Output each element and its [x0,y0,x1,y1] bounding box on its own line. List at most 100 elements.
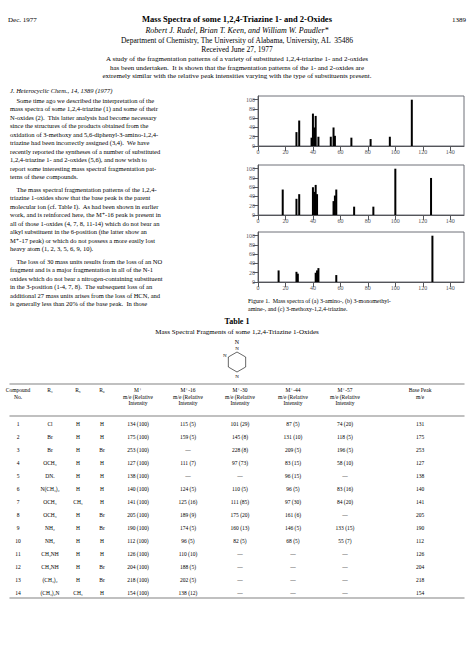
svg-text:Some time ago we described the: Some time ago we described the interpret… [10,97,154,104]
svg-text:58 (10): 58 (10) [337,460,353,467]
svg-text:68 (5): 68 (5) [286,538,299,545]
svg-text:work, and is reinforced here,: work, and is reinforced here, the M⁺-16 … [10,211,161,218]
svg-text:H: H [76,460,80,466]
svg-text:R₃: R₃ [47,387,53,393]
svg-text:174 (5): 174 (5) [180,525,196,532]
svg-text:111 (85): 111 (85) [231,499,250,506]
svg-text:alkyl substituent in the 6-pos: alkyl substituent in the 6-position (the… [10,228,148,236]
svg-text:196 (5): 196 (5) [337,447,353,454]
svg-text:Br: Br [47,447,53,453]
svg-text:120: 120 [418,285,427,291]
svg-text:has been undertaken. It is sh: has been undertaken. It is shown that th… [110,64,364,72]
svg-text:—: — [289,577,296,583]
svg-text:since the structures of the pr: since the structures of the products obt… [10,122,148,129]
svg-text:100: 100 [246,166,255,172]
svg-text:Br: Br [99,447,105,453]
svg-text:2: 2 [17,434,20,440]
svg-text:253: 253 [416,447,425,453]
svg-text:140 (100): 140 (100) [127,486,149,493]
svg-text:96 (15): 96 (15) [285,473,301,480]
svg-text:N: N [235,374,239,379]
svg-text:82 (5): 82 (5) [233,538,246,545]
svg-text:H: H [76,551,80,557]
svg-text:—: — [236,473,243,479]
svg-text:H: H [76,577,80,583]
svg-text:NH₂: NH₂ [45,538,55,544]
svg-text:H: H [76,538,80,544]
svg-text:154: 154 [416,590,425,596]
svg-text:112 (100): 112 (100) [127,538,149,545]
svg-text:60: 60 [337,218,343,224]
svg-text:1389: 1389 [452,16,467,24]
svg-text:CH₃: CH₃ [73,499,83,505]
svg-text:N: N [223,353,227,358]
svg-text:134 (100): 134 (100) [127,421,149,428]
svg-text:10: 10 [15,538,21,544]
svg-text:—: — [184,447,191,453]
svg-text:NH₂: NH₂ [45,525,55,531]
svg-text:20: 20 [282,218,288,224]
svg-text:40: 40 [310,149,316,155]
svg-text:9: 9 [17,525,20,531]
svg-text:131: 131 [416,421,425,427]
svg-text:A study of the fragmentation p: A study of the fragmentation patterns of… [106,55,368,63]
svg-text:H: H [100,499,104,505]
svg-text:OCH₃: OCH₃ [43,512,57,518]
svg-text:N(CH₃)₂: N(CH₃)₂ [40,486,59,493]
svg-text:oxides which do not bear a nit: oxides which do not bear a nitrogen-cont… [10,275,163,282]
svg-text:205 (100): 205 (100) [127,512,149,519]
svg-text:4: 4 [17,460,20,466]
svg-text:127: 127 [416,460,425,466]
svg-text:in the 3-position (1-4, 7, 8).: in the 3-position (1-4, 7, 8). The subse… [10,283,153,291]
svg-text:Received June 27, 1977: Received June 27, 1977 [201,45,273,54]
svg-text:83 (16): 83 (16) [337,486,353,493]
svg-text:Br: Br [47,434,53,440]
svg-text:triazine had been incorrectly: triazine had been incorrectly assigned (… [10,139,150,147]
svg-text:M⁺-57: M⁺-57 [337,387,352,393]
svg-text:OCH₃: OCH₃ [43,499,57,505]
svg-text:126: 126 [416,551,425,557]
svg-text:97 (73): 97 (73) [232,460,248,467]
svg-text:218: 218 [416,577,425,583]
svg-text:14: 14 [15,590,21,596]
svg-text:205: 205 [416,512,425,518]
svg-text:60: 60 [249,251,255,257]
svg-text:112: 112 [416,538,424,544]
svg-text:111 (7): 111 (7) [180,460,196,467]
svg-text:H: H [100,460,104,466]
svg-text:Base Peak: Base Peak [409,387,432,393]
svg-text:J. Heterocyclic Chem., 14, 138: J. Heterocyclic Chem., 14, 1389 (1977) [10,87,112,95]
svg-text:204 (100): 204 (100) [127,564,149,571]
svg-text:H: H [76,486,80,492]
svg-text:87 (5): 87 (5) [286,421,299,428]
svg-text:—: — [341,564,348,570]
svg-text:120: 120 [418,218,427,224]
svg-text:H: H [76,525,80,531]
svg-text:118 (5): 118 (5) [337,434,353,441]
svg-text:100: 100 [391,149,400,155]
svg-text:175: 175 [416,434,425,440]
svg-text:125 (16): 125 (16) [179,499,198,506]
svg-text:138 (12): 138 (12) [179,590,198,597]
svg-text:Compound: Compound [6,387,31,393]
svg-text:60: 60 [337,285,343,291]
svg-text:126 (100): 126 (100) [127,551,149,558]
svg-text:H: H [76,447,80,453]
svg-text:20: 20 [282,149,288,155]
svg-text:131 (10): 131 (10) [284,434,303,441]
svg-text:No.: No. [14,394,23,400]
svg-text:oxidation of 3-methoxy and 5,6: oxidation of 3-methoxy and 5,6-diphenyl-… [10,131,158,138]
svg-text:253 (100): 253 (100) [127,447,149,454]
svg-text:160 (13): 160 (13) [231,525,250,532]
svg-text:204: 204 [416,564,425,570]
svg-text:H: H [76,473,80,479]
svg-text:140: 140 [446,149,455,155]
svg-text:Intensity: Intensity [178,400,197,406]
svg-text:3: 3 [17,447,20,453]
svg-text:12: 12 [15,564,21,570]
svg-text:Intensity: Intensity [128,400,147,406]
svg-text:—: — [184,473,191,479]
svg-text:—: — [341,512,348,518]
svg-text:80: 80 [365,218,371,224]
svg-text:—: — [341,551,348,557]
